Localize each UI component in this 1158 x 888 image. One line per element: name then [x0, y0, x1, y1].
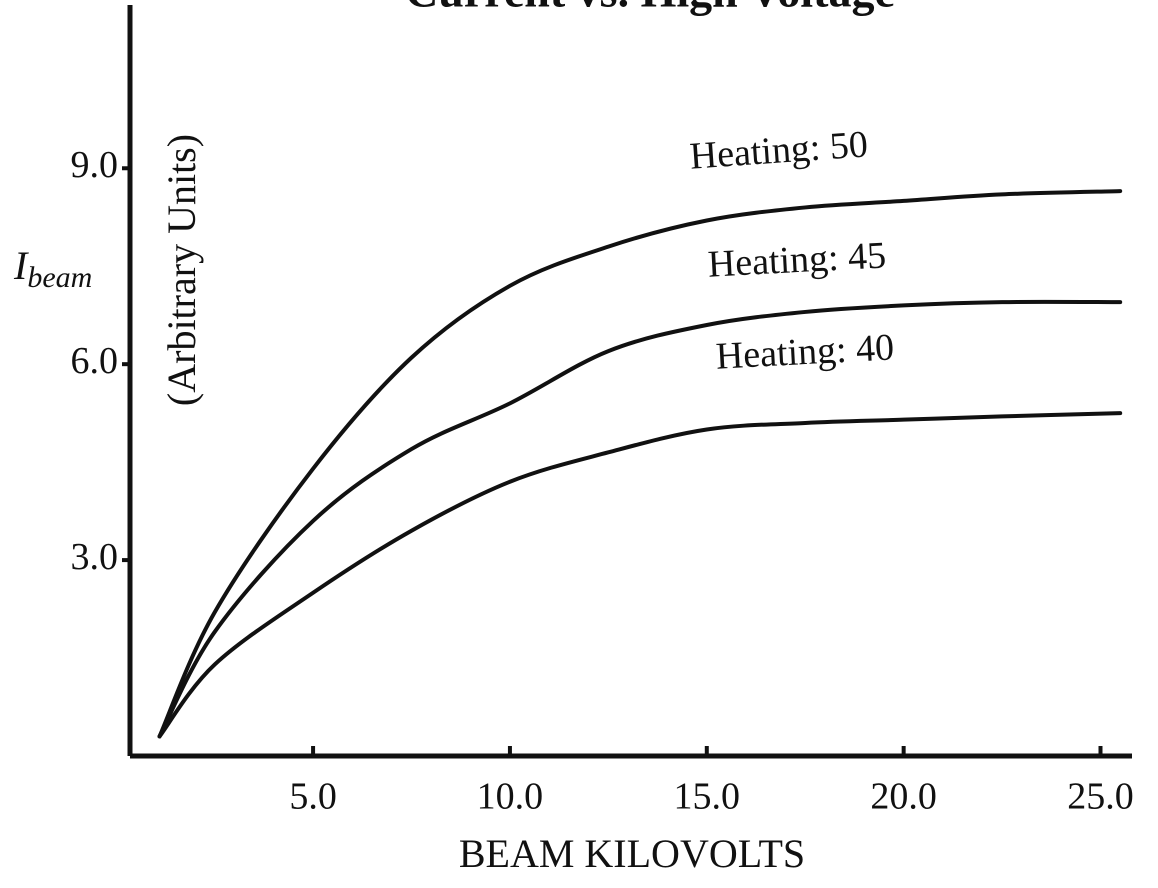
x-tick-label: 20.0	[870, 776, 937, 818]
series-label: Heating: 50	[688, 123, 869, 177]
series-label: Heating: 40	[715, 326, 895, 377]
y-tick-label: 9.0	[71, 144, 119, 186]
y-axis-subscript: beam	[27, 261, 92, 294]
y-axis-title: Ibeam	[13, 243, 92, 294]
data-line	[157, 299, 1123, 739]
data-line	[157, 189, 1123, 739]
y-tick-label: 6.0	[71, 340, 119, 382]
x-tick-label: 25.0	[1067, 776, 1134, 818]
data-line	[157, 411, 1123, 739]
x-axis-title: BEAM KILOVOLTS	[459, 831, 805, 876]
y-tick-label: 3.0	[71, 536, 119, 578]
x-tick-label: 5.0	[289, 776, 337, 818]
x-tick-label: 10.0	[477, 776, 544, 818]
chart-title: Current vs. High Voltage	[405, 0, 895, 17]
y-axis-units: (Arbitrary Units)	[159, 134, 204, 406]
series-label: Heating: 45	[707, 234, 887, 285]
y-axis-symbol: I	[13, 243, 29, 288]
x-tick-label: 15.0	[674, 776, 741, 818]
